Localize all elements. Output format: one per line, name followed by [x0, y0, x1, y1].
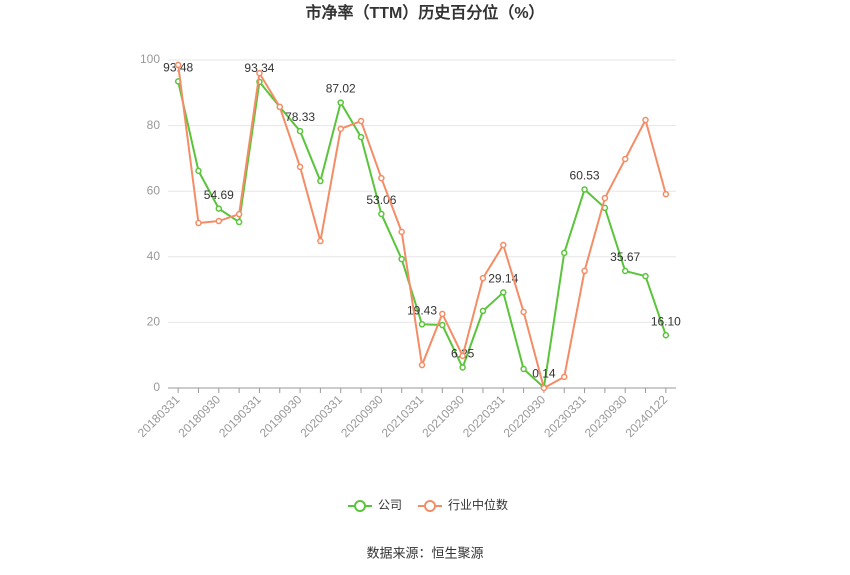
series-line — [177, 64, 667, 390]
point — [662, 331, 670, 339]
point — [378, 174, 385, 182]
point — [296, 163, 304, 171]
x-tick-label: 20220331 — [460, 392, 508, 440]
point — [459, 352, 466, 360]
x-tick-label: 20200331 — [297, 392, 345, 440]
point — [256, 69, 263, 77]
x-tick-label: 20180331 — [135, 392, 183, 440]
point — [601, 194, 609, 202]
value-label: 0.14 — [532, 367, 556, 381]
point — [215, 217, 223, 225]
point — [439, 310, 446, 318]
y-tick-label: 80 — [147, 118, 161, 132]
legend-marker — [354, 500, 366, 512]
point — [418, 321, 426, 328]
point — [317, 237, 324, 245]
point — [540, 384, 548, 392]
point — [642, 272, 649, 280]
x-tick-label: 20210930 — [419, 392, 467, 440]
value-label: 78.33 — [285, 110, 315, 124]
value-label: 87.02 — [326, 82, 356, 96]
point — [357, 133, 365, 141]
point — [317, 177, 324, 185]
y-tick-label: 0 — [153, 380, 160, 394]
point — [357, 117, 365, 125]
legend-label: 公司 — [378, 498, 402, 512]
value-label: 54.69 — [204, 188, 234, 202]
x-tick-label: 20180930 — [176, 392, 224, 440]
point — [235, 218, 243, 226]
y-tick-label: 20 — [147, 315, 161, 329]
point — [378, 210, 385, 218]
x-tick-label: 20200930 — [338, 392, 386, 440]
point — [235, 210, 243, 218]
point — [479, 307, 487, 315]
source: 数据来源：恒生聚源 — [366, 545, 483, 560]
x-tick-label: 20230331 — [541, 392, 589, 440]
y-tick-label: 40 — [147, 249, 161, 263]
point — [337, 125, 344, 133]
point — [500, 241, 507, 249]
point — [459, 364, 466, 371]
legend-label: 行业中位数 — [448, 497, 508, 512]
point — [560, 249, 568, 257]
x-tick-label: 20220930 — [501, 392, 549, 440]
value-label: 16.10 — [651, 314, 681, 328]
y-tick-label: 60 — [147, 183, 161, 197]
point — [398, 228, 405, 236]
point — [418, 361, 426, 369]
value-label: 93.34 — [244, 61, 274, 75]
x-tick-label: 20230930 — [582, 392, 630, 440]
point — [439, 321, 446, 329]
point — [520, 365, 527, 373]
point — [621, 267, 629, 275]
point — [621, 155, 629, 163]
point — [642, 116, 649, 124]
value-label: 19.43 — [407, 303, 437, 317]
point — [560, 373, 568, 381]
value-label: 35.67 — [610, 250, 640, 264]
value-label: 60.53 — [570, 169, 600, 183]
x-tick-label: 20210331 — [379, 392, 427, 440]
legend-marker — [424, 500, 436, 512]
point — [174, 61, 182, 69]
point — [296, 127, 304, 135]
point — [662, 190, 670, 198]
x-tick-label: 20190331 — [216, 392, 264, 440]
point — [195, 167, 202, 175]
x-tick-label: 20240122 — [623, 392, 671, 440]
point — [337, 99, 344, 106]
point — [581, 186, 588, 193]
point — [520, 308, 527, 316]
point — [479, 274, 487, 282]
point — [195, 219, 202, 227]
point — [276, 103, 284, 111]
chart-title: 市净率（TTM）历史百分位（%） — [305, 3, 544, 22]
point — [581, 267, 588, 275]
point — [398, 255, 405, 263]
value-label: 29.14 — [488, 272, 518, 286]
y-tick-label: 100 — [140, 52, 160, 66]
x-tick-label: 20190930 — [257, 392, 305, 440]
point — [215, 205, 223, 212]
point — [500, 289, 507, 296]
